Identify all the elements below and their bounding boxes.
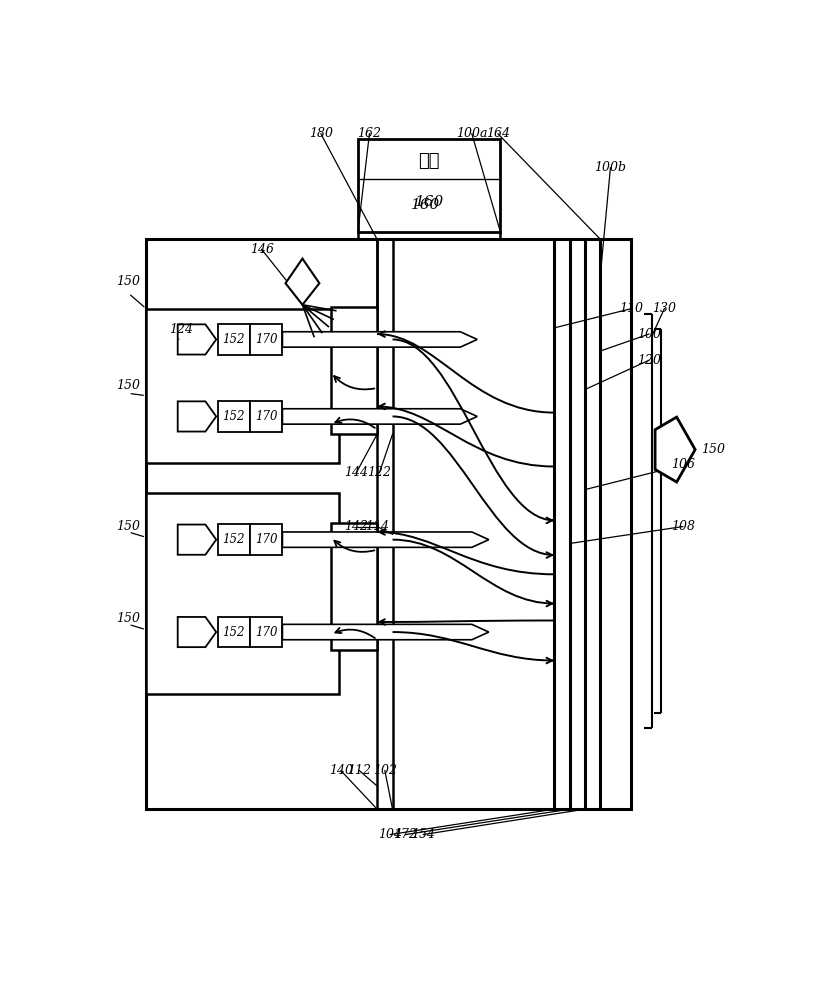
Text: 114: 114	[365, 520, 389, 533]
Text: 160: 160	[414, 195, 444, 209]
Polygon shape	[282, 332, 477, 347]
Text: 170: 170	[255, 333, 278, 346]
Polygon shape	[282, 409, 477, 424]
Text: 150: 150	[116, 379, 141, 392]
Polygon shape	[282, 532, 488, 547]
Text: 144: 144	[344, 466, 369, 479]
Text: 140: 140	[329, 764, 353, 777]
Polygon shape	[655, 417, 695, 482]
Text: 100a: 100a	[456, 127, 488, 140]
Text: 172: 172	[394, 828, 418, 841]
Polygon shape	[177, 525, 217, 555]
Text: 152: 152	[223, 626, 245, 639]
Bar	[147, 309, 339, 463]
Bar	[217, 401, 250, 432]
Text: 电源: 电源	[418, 152, 440, 170]
Text: 150: 150	[702, 443, 725, 456]
Text: 110: 110	[619, 302, 643, 315]
Text: 154: 154	[411, 828, 435, 841]
Text: 100: 100	[637, 328, 661, 341]
Text: 152: 152	[223, 410, 245, 423]
Text: 152: 152	[223, 533, 245, 546]
Polygon shape	[177, 401, 217, 432]
Text: 120: 120	[637, 354, 661, 367]
Text: 108: 108	[671, 520, 695, 533]
Bar	[217, 617, 250, 647]
Text: 102: 102	[373, 764, 397, 777]
Text: 150: 150	[116, 520, 141, 533]
Text: 130: 130	[652, 302, 676, 315]
Text: 162: 162	[357, 127, 382, 140]
Bar	[331, 523, 377, 650]
Bar	[217, 324, 250, 355]
Text: 150: 150	[116, 612, 141, 625]
Bar	[250, 617, 282, 647]
Text: 112: 112	[348, 764, 371, 777]
Bar	[147, 493, 339, 694]
Text: 152: 152	[223, 333, 245, 346]
Text: 142: 142	[344, 520, 369, 533]
Text: 122: 122	[367, 466, 392, 479]
Bar	[217, 524, 250, 555]
Text: 180: 180	[309, 127, 333, 140]
Text: 106: 106	[671, 458, 695, 471]
Text: 150: 150	[116, 275, 141, 288]
Text: 104: 104	[379, 828, 402, 841]
Text: 100b: 100b	[594, 161, 627, 174]
Text: 146: 146	[250, 243, 274, 256]
Bar	[331, 307, 377, 434]
Text: 170: 170	[255, 626, 278, 639]
Bar	[147, 239, 631, 809]
Polygon shape	[286, 259, 319, 305]
Polygon shape	[177, 324, 217, 355]
Bar	[250, 401, 282, 432]
Text: 160: 160	[410, 198, 440, 212]
Text: 170: 170	[255, 533, 278, 546]
Bar	[358, 139, 501, 232]
Bar	[250, 524, 282, 555]
Text: 170: 170	[255, 410, 278, 423]
Polygon shape	[282, 624, 488, 640]
Text: 124: 124	[168, 323, 193, 336]
Polygon shape	[177, 617, 217, 647]
Bar	[250, 324, 282, 355]
Text: 164: 164	[486, 127, 510, 140]
